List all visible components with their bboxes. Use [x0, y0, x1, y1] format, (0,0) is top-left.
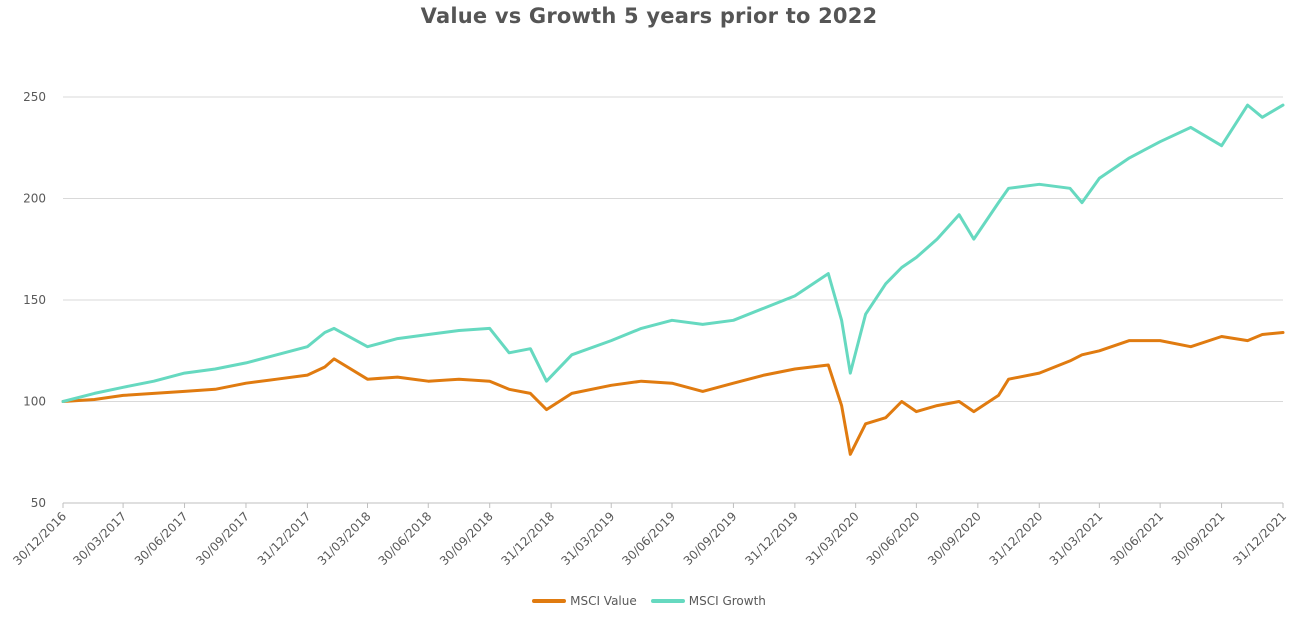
x-tick-label: 30/09/2017	[193, 509, 252, 568]
legend-label-growth: MSCI Growth	[688, 594, 766, 608]
series-line-msci-value	[61, 331, 1285, 456]
x-tick-label: 30/06/2017	[132, 509, 191, 568]
x-tick-label: 30/06/2020	[864, 509, 923, 568]
x-tick-label: 30/09/2018	[437, 509, 496, 568]
chart-title: Value vs Growth 5 years prior to 2022	[420, 4, 878, 28]
series-line-msci-growth	[61, 103, 1285, 403]
x-tick-label: 30/03/2017	[70, 509, 129, 568]
x-tick-label: 30/06/2019	[619, 509, 678, 568]
y-tick-label: 200	[23, 192, 46, 206]
x-tick-label: 31/12/2019	[742, 509, 801, 568]
y-tick-label: 150	[23, 293, 46, 307]
x-tick-labels: 30/12/2016 30/03/2017 30/06/2017 30/09/2017…	[10, 503, 1289, 568]
y-tick-labels: 50 100 150 200 250	[23, 90, 46, 510]
legend: MSCI Value MSCI Growth	[0, 594, 1298, 608]
x-tick-label: 30/09/2020	[925, 509, 984, 568]
legend-item-growth[interactable]: MSCI Growth	[650, 594, 766, 608]
y-tick-label: 250	[23, 90, 46, 104]
x-tick-label: 31/12/2018	[498, 509, 557, 568]
x-tick-label: 30/09/2019	[681, 509, 740, 568]
x-tick-label: 31/12/2020	[987, 509, 1046, 568]
x-tick-label: 31/12/2021	[1230, 509, 1289, 568]
gridlines	[63, 96, 1283, 504]
legend-swatch-growth	[650, 599, 685, 603]
legend-swatch-value	[532, 599, 567, 603]
x-tick-label: 31/03/2021	[1047, 509, 1106, 568]
series-lines	[61, 103, 1285, 456]
x-tick-label: 31/12/2017	[255, 509, 314, 568]
x-tick-label: 31/03/2018	[315, 509, 374, 568]
x-tick-label: 30/09/2021	[1169, 509, 1228, 568]
y-tick-label: 50	[31, 496, 46, 510]
legend-item-value[interactable]: MSCI Value	[532, 594, 637, 608]
y-tick-label: 100	[23, 395, 46, 409]
x-tick-label: 30/06/2018	[376, 509, 435, 568]
x-tick-label: 31/03/2019	[559, 509, 618, 568]
x-tick-label: 31/03/2020	[803, 509, 862, 568]
x-tick-label: 30/06/2021	[1107, 509, 1166, 568]
x-tick-label: 30/12/2016	[10, 509, 69, 568]
legend-label-value: MSCI Value	[570, 594, 637, 608]
